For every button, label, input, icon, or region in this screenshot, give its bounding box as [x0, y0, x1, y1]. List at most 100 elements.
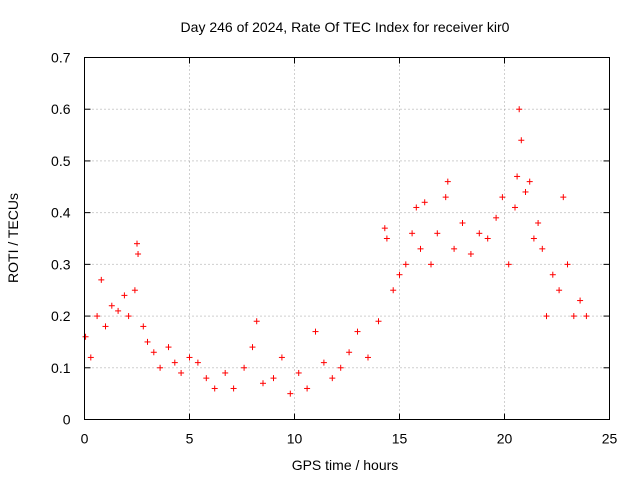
- data-point: [451, 245, 458, 252]
- data-point: [222, 369, 229, 376]
- data-point: [444, 178, 451, 185]
- plot-frame: [84, 57, 610, 420]
- data-point: [108, 302, 115, 309]
- data-point: [526, 178, 533, 185]
- x-axis-title: GPS time / hours: [292, 457, 399, 473]
- data-point: [539, 245, 546, 252]
- data-point: [304, 385, 311, 392]
- data-point: [459, 219, 466, 226]
- data-point: [493, 214, 500, 221]
- data-point: [295, 369, 302, 376]
- data-point: [442, 194, 449, 201]
- data-point: [421, 199, 428, 206]
- y-tick-label: 0.5: [51, 153, 71, 169]
- x-tick-label: 5: [186, 431, 194, 447]
- y-tick-label: 0.2: [51, 308, 71, 324]
- data-point: [381, 225, 388, 232]
- data-point: [577, 297, 584, 304]
- data-point: [518, 137, 525, 144]
- data-point: [564, 261, 571, 268]
- data-point: [484, 235, 491, 242]
- data-point: [140, 323, 147, 330]
- data-point: [157, 364, 164, 371]
- data-point: [346, 349, 353, 356]
- data-point: [102, 323, 109, 330]
- data-point: [203, 375, 210, 382]
- y-tick-label: 0.6: [51, 101, 71, 117]
- y-tick-label: 0.3: [51, 256, 71, 272]
- data-point: [467, 251, 474, 258]
- grid: [84, 57, 610, 420]
- data-point: [530, 235, 537, 242]
- data-point: [337, 364, 344, 371]
- data-point: [98, 276, 105, 283]
- data-point: [134, 240, 140, 247]
- data-point: [125, 313, 132, 320]
- data-point: [505, 261, 512, 268]
- data-point: [383, 235, 390, 242]
- data-point: [390, 287, 397, 294]
- data-point: [409, 230, 416, 237]
- data-point: [396, 271, 403, 278]
- data-point: [375, 318, 382, 325]
- data-point: [241, 364, 248, 371]
- data-point: [560, 194, 567, 201]
- data-point: [115, 307, 122, 314]
- data-point: [329, 375, 336, 382]
- x-tick-label: 20: [497, 431, 513, 447]
- x-tick-label: 10: [287, 431, 303, 447]
- data-point: [165, 344, 172, 351]
- data-point: [320, 359, 327, 366]
- data-point: [131, 287, 138, 294]
- data-point: [512, 204, 518, 211]
- data-point: [556, 287, 563, 294]
- data-point: [413, 204, 420, 211]
- data-point: [402, 261, 409, 268]
- y-tick-label: 0.1: [51, 360, 71, 376]
- data-point: [365, 354, 371, 361]
- data-point: [354, 328, 361, 335]
- data-point: [186, 354, 193, 361]
- data-point: [270, 375, 277, 382]
- x-tick-label: 0: [81, 431, 89, 447]
- data-point: [253, 318, 260, 325]
- data-point: [583, 313, 590, 320]
- data-point: [260, 380, 266, 387]
- data-point: [428, 261, 434, 268]
- data-point: [230, 385, 237, 392]
- data-point: [178, 369, 185, 376]
- x-tick-label: 15: [392, 431, 408, 447]
- data-point: [476, 230, 483, 237]
- data-point: [312, 328, 319, 335]
- data-point: [150, 349, 157, 356]
- data-point: [499, 194, 506, 201]
- data-point: [211, 385, 218, 392]
- data-point: [87, 354, 94, 361]
- y-axis-title: ROTI / TECUs: [5, 193, 21, 283]
- data-point: [535, 219, 542, 226]
- data-point: [543, 313, 550, 320]
- data-point: [514, 173, 521, 180]
- data-point: [570, 313, 577, 320]
- data-point: [171, 359, 178, 366]
- y-tick-label: 0.4: [51, 205, 71, 221]
- chart-title: Day 246 of 2024, Rate Of TEC Index for r…: [181, 19, 510, 35]
- data-point: [121, 292, 128, 299]
- data-point: [249, 344, 256, 351]
- data-point: [522, 188, 529, 195]
- data-point: [135, 251, 142, 258]
- data-point: [194, 359, 201, 366]
- data-point: [549, 271, 556, 278]
- y-tick-label: 0: [63, 412, 71, 428]
- axis-ticks: 0 5 10 15 20 25 0 0.1 0.2 0.3 0.4 0.5 0.6 0.7: [51, 50, 617, 447]
- data-point: [417, 245, 424, 252]
- data-point: [144, 338, 151, 345]
- data-point: [434, 230, 441, 237]
- data-point: [82, 333, 89, 340]
- y-tick-label: 0.7: [51, 50, 71, 66]
- data-point: [278, 354, 285, 361]
- data-point: [94, 313, 101, 320]
- x-tick-label: 25: [602, 431, 618, 447]
- data-point: [287, 390, 294, 397]
